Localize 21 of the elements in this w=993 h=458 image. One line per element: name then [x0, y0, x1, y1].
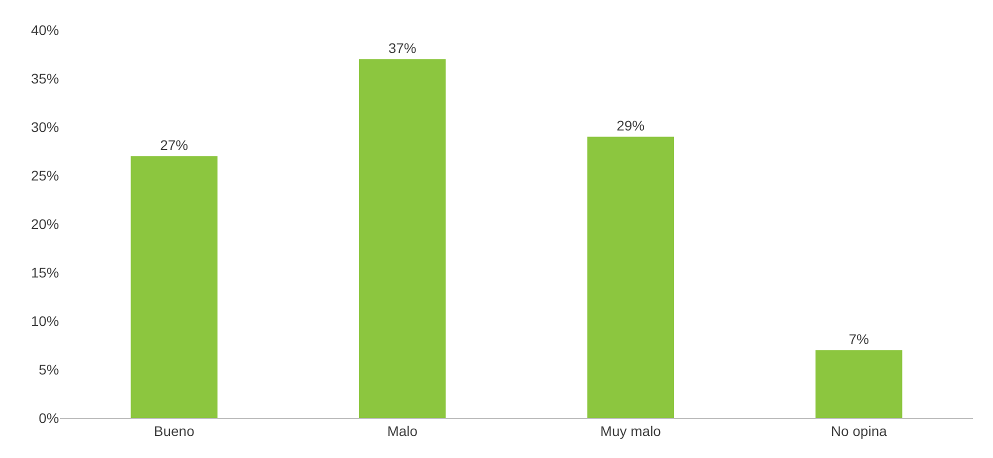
bar	[359, 59, 446, 418]
y-tick-label: 0%	[38, 410, 59, 426]
y-tick-label: 5%	[38, 361, 59, 378]
y-tick-label: 10%	[30, 312, 59, 329]
x-tick-label: Malo	[387, 422, 418, 439]
bar	[816, 350, 902, 418]
data-label: 37%	[388, 40, 416, 56]
y-tick-label: 25%	[30, 167, 59, 184]
y-tick-label: 40%	[30, 22, 59, 38]
data-label: 7%	[848, 331, 869, 348]
bar	[130, 156, 218, 418]
data-label: 27%	[160, 137, 188, 154]
data-label: 29%	[616, 118, 645, 134]
y-tick-label: 35%	[30, 70, 59, 86]
x-tick-label: No opina	[830, 422, 888, 439]
bar	[587, 136, 674, 418]
x-tick-label: Bueno	[154, 422, 195, 439]
y-tick-label: 20%	[30, 216, 59, 232]
y-tick-label: 15%	[30, 264, 59, 280]
x-tick-label: Muy malo	[600, 422, 662, 439]
y-tick-label: 30%	[30, 118, 59, 135]
